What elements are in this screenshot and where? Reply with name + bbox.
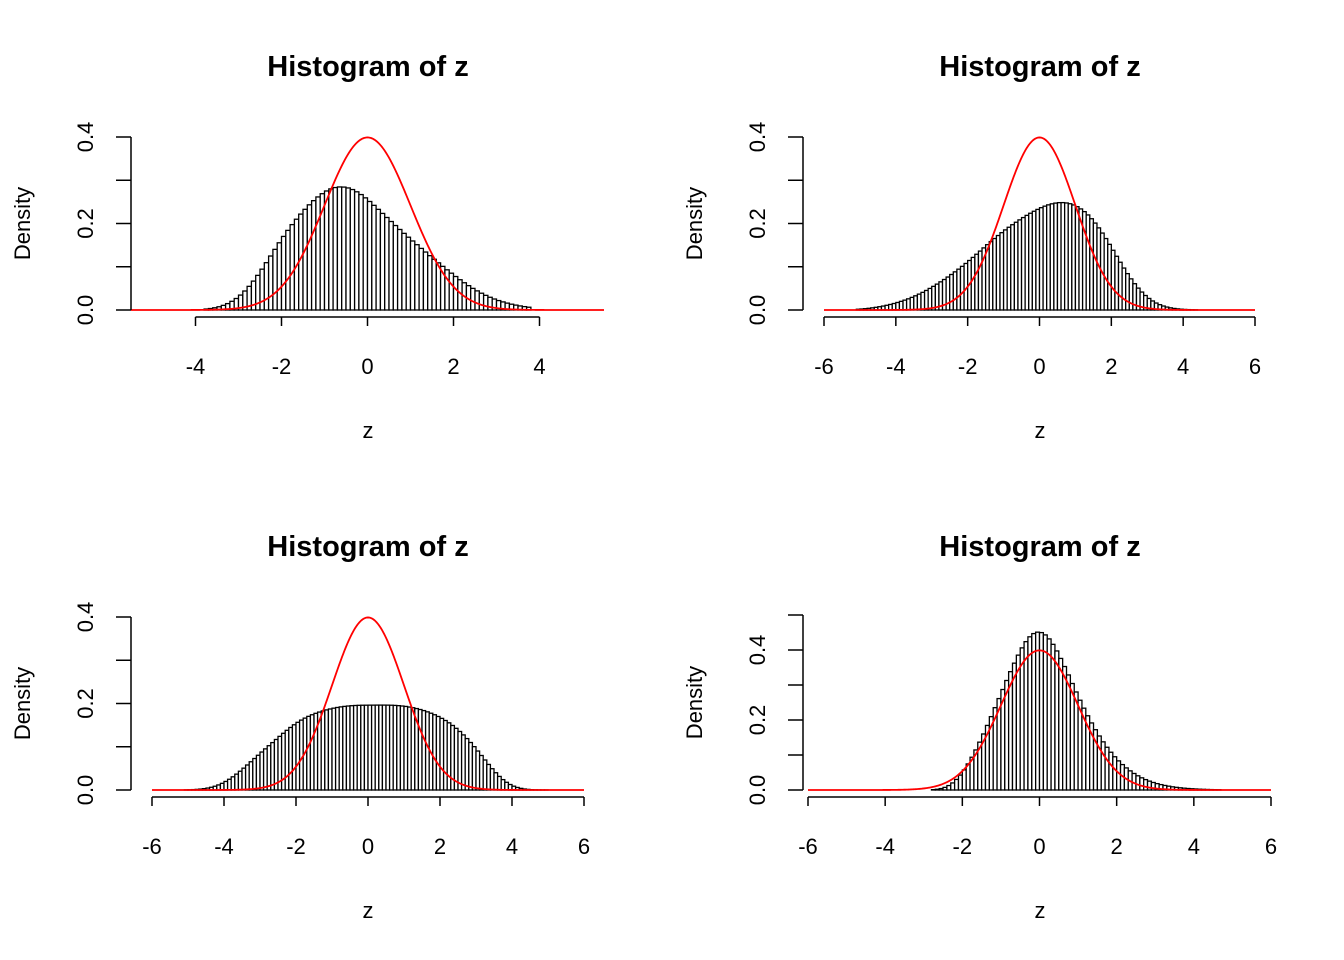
x-tick-label: -2 [958, 354, 978, 379]
chart-title: Histogram of z [939, 51, 1140, 83]
x-tick-label: 0 [361, 354, 373, 379]
x-tick-label: 4 [1188, 834, 1200, 859]
panel-1: Histogram of z -4 -2 0 2 4 z 0.0 0.2 0.4 Density [10, 51, 604, 443]
x-tick-label: 0 [1033, 354, 1045, 379]
y-tick-label: 0.4 [73, 122, 98, 153]
y-tick-label: 0.0 [745, 775, 770, 806]
histogram-bars [183, 704, 549, 791]
x-tick-label: 0 [362, 834, 374, 859]
y-axis-label: Density [682, 187, 707, 260]
x-tick-label: 6 [1249, 354, 1261, 379]
histogram-bars [930, 631, 1222, 791]
y-tick-label: 0.4 [73, 602, 98, 633]
y-tick-label: 0.0 [745, 295, 770, 326]
x-tick-label: -2 [286, 834, 306, 859]
x-tick-label: 2 [1111, 834, 1123, 859]
y-tick-label: 0.4 [745, 122, 770, 153]
x-axis-label: z [363, 418, 374, 443]
x-tick-label: -4 [886, 354, 906, 379]
x-tick-label: -4 [214, 834, 234, 859]
x-axis-label: z [1035, 898, 1046, 923]
y-axis-label: Density [10, 187, 35, 260]
normal-density-curve [131, 136, 604, 311]
x-tick-label: -2 [272, 354, 292, 379]
x-tick-label: 2 [434, 834, 446, 859]
x-tick-label: 4 [506, 834, 518, 859]
x-tick-label: -4 [875, 834, 895, 859]
panel-4: Histogram of z -6 -4 -2 0 2 4 6 z 0.0 0.2 0.4 Densit… [682, 531, 1277, 923]
y-tick-label: 0.2 [73, 688, 98, 719]
x-tick-label: 0 [1033, 834, 1045, 859]
x-tick-label: 6 [1265, 834, 1277, 859]
y-axis-label: Density [10, 667, 35, 740]
histogram-bars [855, 201, 1199, 311]
x-tick-label: -6 [798, 834, 818, 859]
x-tick-label: -6 [814, 354, 834, 379]
y-tick-label: 0.2 [73, 208, 98, 239]
chart-title: Histogram of z [267, 531, 468, 563]
y-tick-label: 0.0 [73, 775, 98, 806]
y-tick-label: 0.2 [745, 705, 770, 736]
x-tick-label: 4 [533, 354, 545, 379]
normal-density-curve [824, 136, 1255, 311]
chart-title: Histogram of z [939, 531, 1140, 563]
y-tick-label: 0.4 [745, 635, 770, 666]
panel-3: Histogram of z -6 -4 -2 0 2 4 6 z 0.0 0.2 0.4 Densit… [10, 531, 590, 923]
x-tick-label: 2 [447, 354, 459, 379]
x-tick-label: -2 [953, 834, 973, 859]
x-tick-label: 2 [1105, 354, 1117, 379]
chart-title: Histogram of z [267, 51, 468, 83]
x-tick-label: 4 [1177, 354, 1189, 379]
x-tick-label: 6 [578, 834, 590, 859]
x-axis-label: z [1035, 418, 1046, 443]
normal-density-curve [152, 616, 584, 791]
normal-density-curve [808, 649, 1271, 791]
x-axis-label: z [363, 898, 374, 923]
x-tick-label: -4 [186, 354, 206, 379]
x-tick-label: -6 [142, 834, 162, 859]
histogram-bars [203, 186, 532, 311]
panel-2: Histogram of z -6 -4 -2 0 2 4 6 z 0.0 0.2 0.4 Densit… [682, 51, 1261, 443]
y-tick-label: 0.0 [73, 295, 98, 326]
y-axis-label: Density [682, 666, 707, 739]
y-tick-label: 0.2 [745, 208, 770, 239]
